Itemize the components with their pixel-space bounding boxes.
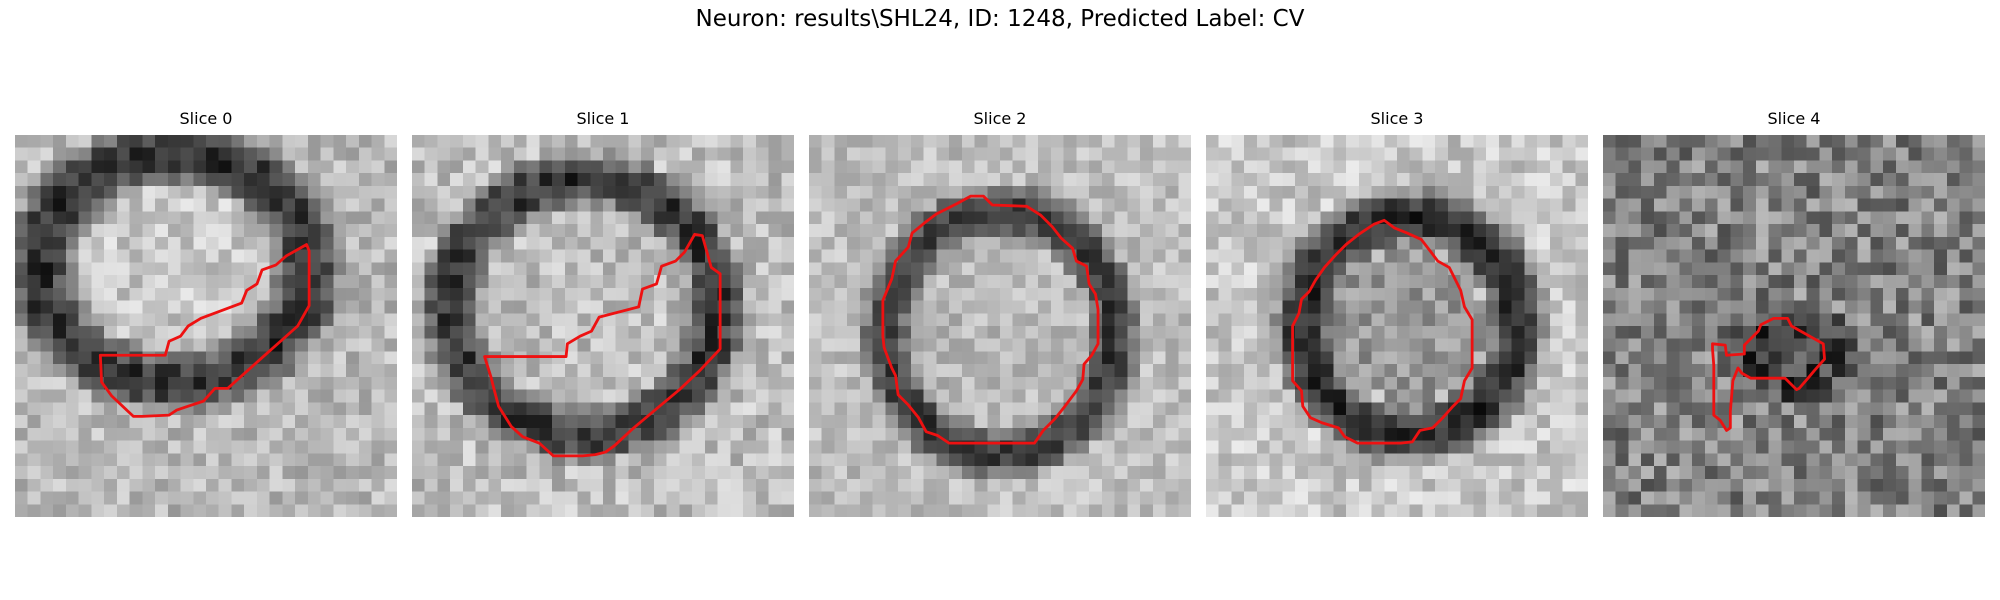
slice-3-contour (1291, 218, 1474, 445)
slice-4-title: Slice 4 (1767, 109, 1821, 128)
figure-title: Neuron: results\SHL24, ID: 1248, Predict… (695, 6, 1305, 32)
slice-1-image (412, 135, 794, 517)
slice-1-contour (483, 232, 722, 458)
slice-2-image (809, 135, 1191, 517)
slice-0-image (15, 135, 397, 517)
slice-0-title: Slice 0 (179, 109, 233, 128)
slice-2-title: Slice 2 (973, 109, 1027, 128)
slice-3-title: Slice 3 (1370, 109, 1424, 128)
slice-3-image (1206, 135, 1588, 517)
slice-0-contour (98, 243, 311, 418)
slice-4-contour (1711, 316, 1826, 432)
slice-2-contour (881, 194, 1100, 445)
slice-4-image (1603, 135, 1985, 517)
slice-1-title: Slice 1 (576, 109, 630, 128)
